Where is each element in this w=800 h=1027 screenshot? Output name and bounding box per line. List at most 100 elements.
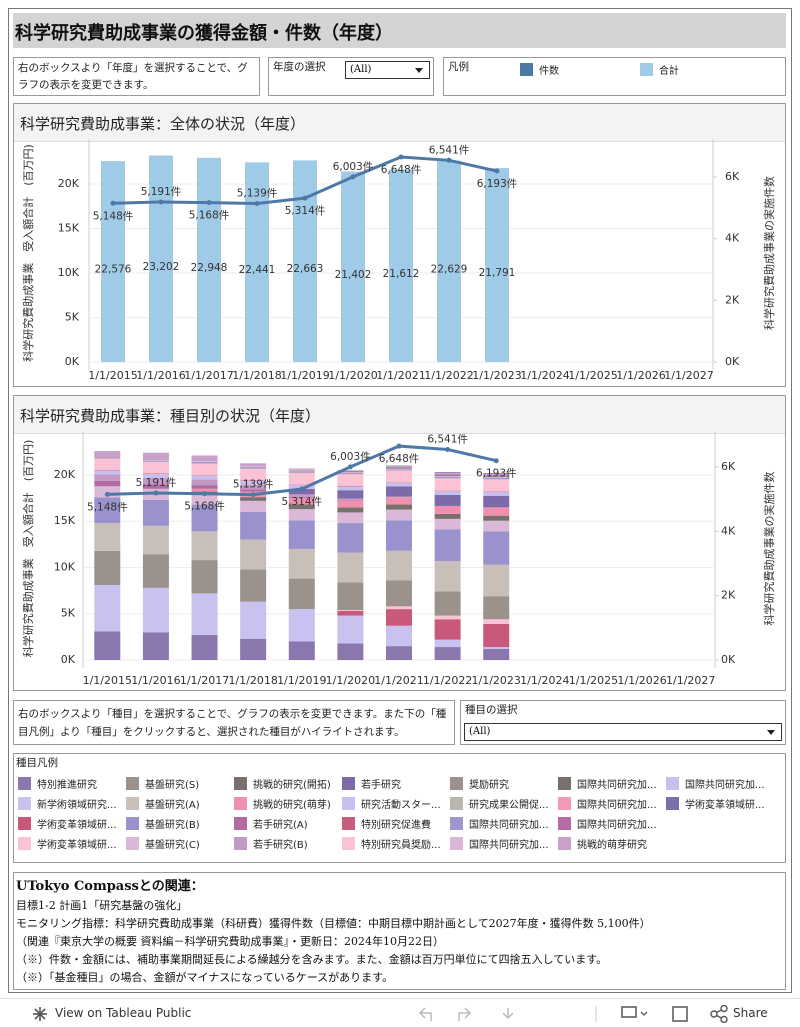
stack-segment xyxy=(337,472,364,474)
stack-segment xyxy=(240,500,267,512)
stack-segment xyxy=(240,511,267,540)
y-tick-label: 0K xyxy=(65,355,80,368)
x-tick-label: 1/1/2018 xyxy=(228,674,277,687)
legend-label: 挑戦的萌芽研究 xyxy=(577,840,647,851)
kind-filter: 種目の選択 (All) xyxy=(460,700,786,745)
legend-item[interactable]: 国際共同研究加... xyxy=(558,777,657,791)
legend-item[interactable]: 若手研究 xyxy=(342,777,401,791)
stack-segment xyxy=(483,647,510,649)
stack-segment xyxy=(483,492,510,496)
stack-segment xyxy=(434,615,461,620)
chart: 0K 5K 10K 15K 20K 0K 2K 4K 6K 科学研究費助成事業 受入額合計 (百万… xyxy=(21,432,776,687)
stack-segment xyxy=(142,554,169,588)
legend-item[interactable]: 若手研究(A) xyxy=(234,817,308,831)
legend-item[interactable]: 特別研究促進費 xyxy=(342,817,431,831)
bar-label: 22,576 xyxy=(95,264,132,276)
legend-item[interactable]: 国際共同研究加... xyxy=(558,817,657,831)
legend-label: 基盤研究(A) xyxy=(145,800,200,811)
stack-segment xyxy=(240,468,267,481)
legend-item[interactable]: 新学術領域研究... xyxy=(18,797,117,811)
legend-item[interactable]: 学術変革領域研... xyxy=(18,817,117,831)
note-line: 目標1-2 計画1「研究基盤の強化」 xyxy=(16,899,188,912)
bar-label: 23,202 xyxy=(143,261,180,273)
legend-item[interactable]: 国際共同研究加... xyxy=(558,797,657,811)
legend-item[interactable]: 学術変革領域研... xyxy=(18,837,117,851)
stack-segment xyxy=(386,580,412,607)
stack-segment xyxy=(191,504,218,532)
count-label: 6,648件 xyxy=(379,453,420,465)
stack-segment xyxy=(191,531,218,561)
legend-item[interactable]: 基盤研究(B) xyxy=(126,817,200,831)
legend-item[interactable]: 研究活動スター... xyxy=(342,797,441,811)
share-link[interactable]: Share xyxy=(733,1006,768,1020)
stack-segment xyxy=(337,552,364,583)
count-label: 6,193件 xyxy=(477,178,518,190)
bar-label: 21,402 xyxy=(335,269,372,281)
legend-item[interactable]: 国際共同研究加... xyxy=(450,837,549,851)
year-select[interactable]: (All) xyxy=(345,61,430,79)
legend-item[interactable]: 件数 xyxy=(520,63,559,77)
stack-segment xyxy=(240,480,267,485)
stack-segment xyxy=(240,497,267,501)
x-tick-label: 1/1/2019 xyxy=(277,674,326,687)
view-link[interactable]: View on Tableau Public xyxy=(55,1006,192,1020)
stack-segment xyxy=(434,491,461,495)
bar xyxy=(197,157,221,362)
count-label: 5,139件 xyxy=(233,479,274,491)
stack-segment xyxy=(483,623,510,648)
bar xyxy=(293,160,317,362)
stack-segment xyxy=(240,489,267,492)
stack-segment xyxy=(288,578,315,610)
legend-swatch xyxy=(126,837,139,850)
stack-segment xyxy=(142,452,169,461)
x-tick-label: 1/1/2027 xyxy=(664,369,713,382)
legend-item[interactable]: 基盤研究(C) xyxy=(126,837,200,851)
legend-item[interactable]: 若手研究(B) xyxy=(234,837,308,851)
legend-item[interactable]: 合計 xyxy=(640,63,679,77)
legend-item[interactable]: 国際共同研究加... xyxy=(450,817,549,831)
legend-label: 国際共同研究加... xyxy=(577,800,657,811)
y-tick-label: 10K xyxy=(54,560,76,573)
legend-item[interactable]: 国際共同研究加... xyxy=(666,777,765,791)
count-point xyxy=(153,490,159,496)
legend-item[interactable]: 挑戦的研究(開拓) xyxy=(234,777,331,791)
stack-segment xyxy=(434,473,461,475)
stack-segment xyxy=(94,585,121,632)
bar-label: 22,629 xyxy=(431,263,468,275)
legend-item[interactable]: 基盤研究(A) xyxy=(126,797,200,811)
count-label: 5,148件 xyxy=(93,210,134,222)
stack-segment xyxy=(94,470,121,475)
stack-segment xyxy=(142,477,169,485)
legend-item[interactable]: 特別研究員奨励... xyxy=(342,837,441,851)
legend-item[interactable]: 挑戦的研究(萌芽) xyxy=(234,797,331,811)
legend-item[interactable]: 学術変革領域研... xyxy=(666,797,765,811)
x-tick-label: 1/1/2016 xyxy=(136,369,185,382)
legend-swatch xyxy=(18,797,31,810)
stack-segment xyxy=(142,499,169,526)
stack-segment xyxy=(191,475,218,480)
stack-segment xyxy=(288,504,315,510)
stack-segment xyxy=(434,513,461,519)
stack-segment xyxy=(94,497,121,524)
x-tick-label: 1/1/2023 xyxy=(472,674,521,687)
legend-item[interactable]: 特別推進研究 xyxy=(18,777,97,791)
y2-tick-label: 4K xyxy=(721,524,736,537)
legend-label: 学術変革領域研... xyxy=(37,820,117,831)
legend-item[interactable]: 研究成果公開促... xyxy=(450,797,549,811)
tableau-icon xyxy=(33,1007,47,1021)
stack-segment xyxy=(434,591,461,616)
stack-segment xyxy=(337,507,364,513)
kind-select[interactable]: (All) xyxy=(464,723,782,741)
count-label: 5,314件 xyxy=(285,205,326,217)
stack-segment xyxy=(434,505,461,514)
legend-item[interactable]: 挑戦的萌芽研究 xyxy=(558,837,647,851)
legend-item[interactable]: 基盤研究(S) xyxy=(126,777,199,791)
y2-axis-title: 科学研究費助成事業の実施件数 xyxy=(762,472,776,626)
legend-item[interactable]: 奨励研究 xyxy=(450,777,509,791)
stack-segment xyxy=(142,525,169,555)
stack-segment xyxy=(483,619,510,624)
legend-label: 特別研究員奨励... xyxy=(361,840,441,851)
stack-segment xyxy=(483,473,510,475)
legend-title: 凡例 xyxy=(448,61,469,73)
stack-segment xyxy=(240,466,267,468)
